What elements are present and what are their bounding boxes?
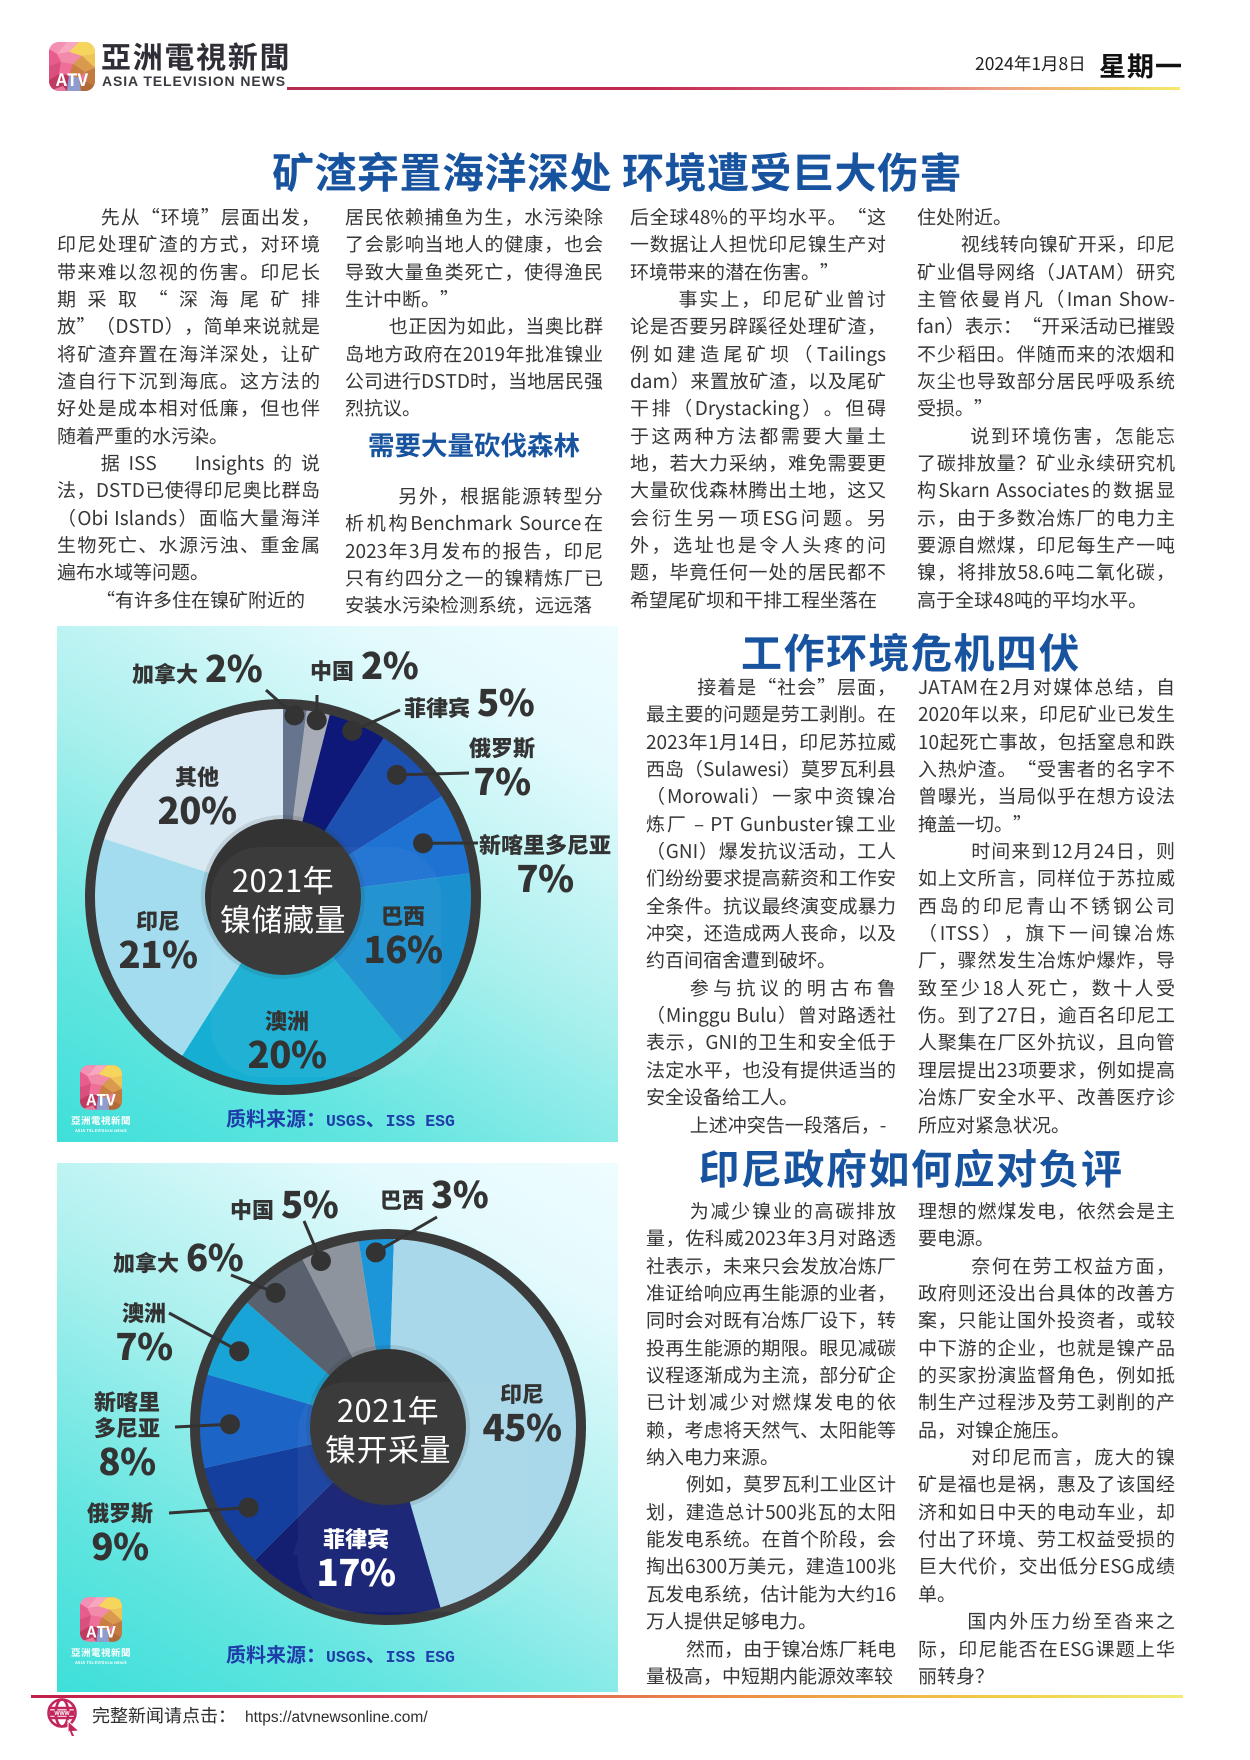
svg-text:ATV: ATV: [292, 1455, 462, 1580]
svg-text:ATV: ATV: [85, 1088, 116, 1110]
svg-text:ATV: ATV: [85, 1620, 116, 1642]
svg-text:ATV: ATV: [55, 66, 89, 91]
svg-text:ATV: ATV: [238, 929, 408, 1054]
svg-text:WWW: WWW: [54, 1709, 70, 1717]
